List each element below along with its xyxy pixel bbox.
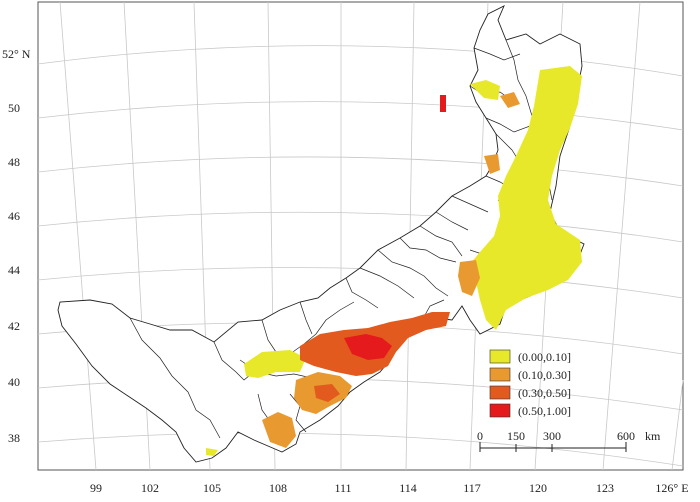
lon-label-126: 126° E <box>655 481 688 495</box>
legend-swatch-2 <box>489 367 511 382</box>
lon-label-108: 108 <box>269 481 287 495</box>
lat-label-42: 42 <box>8 319 20 333</box>
lon-label-102: 102 <box>141 481 159 495</box>
lon-label-114: 114 <box>399 481 417 495</box>
lon-label-117: 117 <box>463 481 481 495</box>
legend-label-2: (0.10,0.30] <box>518 368 571 382</box>
lon-label-111: 111 <box>334 481 351 495</box>
lat-label-46: 46 <box>8 209 20 223</box>
scale-label-300: 300 <box>543 429 561 443</box>
lat-label-52: 52° N <box>2 47 31 61</box>
latitude-labels: 52° N 50 48 46 44 42 40 38 <box>2 47 31 445</box>
lon-label-120: 120 <box>529 481 547 495</box>
legend-swatch-4 <box>489 403 511 418</box>
legend-swatch-3 <box>489 385 511 400</box>
legend-label-1: (0.00,0.10] <box>518 350 571 364</box>
longitude-labels: 99 102 105 108 111 114 117 120 123 126° … <box>90 481 689 495</box>
scale-bar: 0 150 300 600 km <box>477 429 661 452</box>
lat-label-48: 48 <box>8 155 20 169</box>
scale-label-600: 600 <box>617 429 635 443</box>
legend-swatch-1 <box>489 349 511 364</box>
lon-label-105: 105 <box>203 481 221 495</box>
legend-label-4: (0.50,1.00] <box>518 404 571 418</box>
lon-label-99: 99 <box>90 481 102 495</box>
risk-shading <box>206 66 582 456</box>
lat-label-38: 38 <box>8 431 20 445</box>
scale-label-0: 0 <box>477 429 483 443</box>
lat-label-44: 44 <box>8 263 20 277</box>
legend: (0.00,0.10] (0.10,0.30] (0.30,0.50] (0.5… <box>489 349 571 418</box>
legend-label-3: (0.30,0.50] <box>518 386 571 400</box>
lat-label-40: 40 <box>8 375 20 389</box>
scale-unit: km <box>645 429 661 443</box>
lon-label-123: 123 <box>596 481 614 495</box>
scale-label-150: 150 <box>507 429 525 443</box>
lat-label-50: 50 <box>8 101 20 115</box>
